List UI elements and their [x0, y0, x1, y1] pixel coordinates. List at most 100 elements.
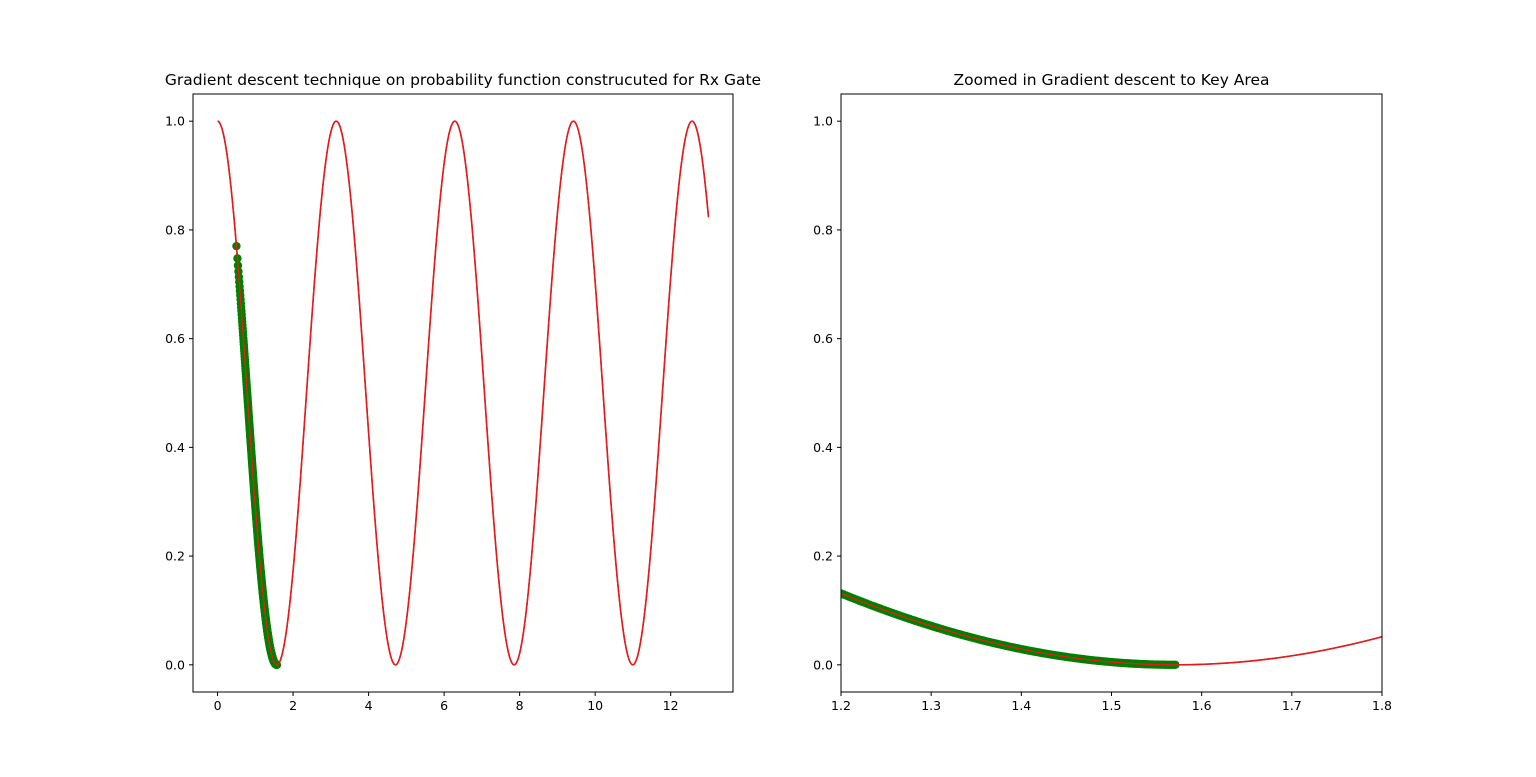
scatter-point	[631, 488, 639, 496]
scatter-point	[786, 567, 794, 575]
scatter-point	[526, 427, 534, 435]
scatter-point	[681, 515, 689, 523]
x-tick-label: 1.3	[921, 698, 941, 713]
scatter-point	[641, 493, 649, 501]
scatter-point	[791, 570, 799, 578]
chart-title: Gradient descent technique on probabilit…	[165, 71, 761, 89]
scatter-point	[372, 334, 380, 342]
scatter-point	[772, 561, 780, 569]
scatter-point	[763, 557, 771, 565]
scatter-point	[663, 505, 671, 513]
scatter-point	[388, 344, 396, 352]
scatter-point	[826, 585, 834, 593]
scatter-point	[717, 534, 725, 542]
scatter-point	[449, 380, 457, 388]
scatter-point	[752, 551, 760, 559]
scatter-point	[688, 519, 696, 527]
scatter-point	[559, 446, 567, 454]
scatter-point	[522, 425, 530, 433]
x-tick-label: 1.4	[1011, 698, 1031, 713]
scatter-point	[563, 449, 571, 457]
scatter-point	[417, 361, 425, 369]
scatter-point	[810, 578, 818, 586]
scatter-point	[366, 331, 374, 339]
scatter-point	[660, 504, 668, 512]
scatter-point	[703, 527, 711, 535]
y-tick-label: 0.8	[165, 222, 185, 237]
scatter-point	[530, 429, 538, 437]
x-tick-label: 2	[289, 698, 297, 713]
y-tick-label: 1.0	[165, 114, 185, 129]
scatter-point	[818, 582, 826, 590]
x-tick-label: 10	[587, 698, 603, 713]
scatter-point	[574, 455, 582, 463]
scatter-point	[712, 531, 720, 539]
scatter-point	[436, 372, 444, 380]
plot-area	[297, 291, 1382, 670]
scatter-point	[777, 563, 785, 571]
scatter-point	[304, 295, 312, 303]
x-tick-label: 6	[440, 698, 448, 713]
scatter-point	[487, 403, 495, 411]
scatter-point	[407, 355, 415, 363]
scatter-point	[570, 453, 578, 461]
scatter-point	[445, 378, 453, 386]
y-tick-label: 1.0	[813, 114, 833, 129]
scatter-point	[758, 554, 766, 562]
scatter-point	[669, 509, 677, 517]
axes-frame	[840, 93, 1383, 693]
scatter-point	[343, 318, 351, 326]
scatter-point	[581, 459, 589, 467]
scatter-series	[297, 291, 1180, 670]
scatter-point	[634, 490, 642, 498]
scatter-point	[440, 375, 448, 383]
right-chart: 1.2 1.3 1.4 1.5 1.6 1.7 1.8 0.0 0.2 0.4 0.6 0.8 1.0 Z…	[297, 71, 1392, 713]
scatter-point	[797, 572, 805, 580]
scatter-point	[832, 587, 840, 595]
scatter-point	[821, 583, 829, 591]
series-line-overlay	[217, 120, 710, 666]
x-tick-label: 12	[663, 698, 679, 713]
x-tick-label: 1.5	[1102, 698, 1122, 713]
scatter-point	[458, 386, 466, 394]
scatter-point	[746, 549, 754, 557]
y-tick-label: 0.0	[813, 657, 833, 672]
scatter-point	[545, 438, 553, 446]
y-tick-label: 0.8	[813, 222, 833, 237]
scatter-series	[232, 241, 282, 670]
scatter-point	[398, 350, 406, 358]
scatter-point	[805, 576, 813, 584]
scatter-point	[591, 465, 599, 473]
scatter-point	[349, 321, 357, 329]
scatter-point	[755, 553, 763, 561]
scatter-point	[723, 537, 731, 545]
scatter-point	[799, 573, 807, 581]
scatter-point	[691, 520, 699, 528]
scatter-point	[720, 536, 728, 544]
scatter-point	[426, 367, 434, 375]
scatter-point	[382, 340, 390, 348]
scatter-point	[678, 514, 686, 522]
scatter-point	[794, 571, 802, 579]
scatter-point	[706, 528, 714, 536]
x-tick-label: 1.7	[1282, 698, 1302, 713]
scatter-point	[337, 314, 345, 322]
series-line-overlay	[841, 592, 1382, 666]
scatter-point	[624, 484, 632, 492]
scatter-point	[297, 291, 305, 299]
scatter-point	[709, 530, 717, 538]
scatter-point	[672, 510, 680, 518]
y-tick-label: 0.2	[813, 549, 833, 564]
scatter-point	[403, 353, 411, 361]
scatter-point	[377, 337, 385, 345]
scatter-point	[700, 525, 708, 533]
axes-frame	[192, 93, 734, 693]
scatter-point	[735, 543, 743, 551]
scatter-point	[824, 584, 832, 592]
scatter-point	[598, 469, 606, 477]
scatter-point	[766, 558, 774, 566]
y-tick-label: 0.6	[813, 331, 833, 346]
scatter-point	[548, 440, 556, 448]
x-tick-label: 0	[214, 698, 222, 713]
